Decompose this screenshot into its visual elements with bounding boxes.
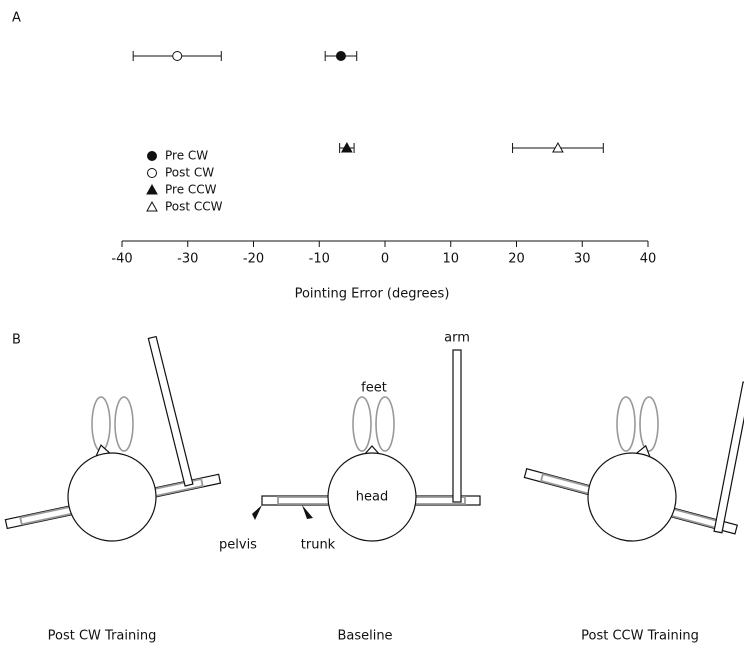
post-ccw-figure	[515, 382, 744, 568]
foot	[353, 397, 371, 451]
x-tick-label: -30	[177, 252, 198, 267]
figure: A B Pointing Error (degrees) arm feet he…	[0, 0, 744, 652]
x-tick-label: 30	[574, 252, 591, 267]
label: arm	[444, 331, 470, 346]
arm	[148, 337, 193, 486]
label: head	[356, 490, 388, 505]
label: trunk	[301, 538, 336, 553]
label: feet	[361, 381, 387, 396]
foot	[617, 397, 635, 451]
x-tick-label: 40	[640, 252, 657, 267]
x-tick-label: -10	[309, 252, 330, 267]
head	[578, 443, 686, 551]
caption: Baseline	[337, 629, 392, 644]
arm	[453, 350, 461, 502]
x-tick-label: -40	[111, 252, 132, 267]
post-cw-figure	[0, 337, 228, 563]
x-tick-label: 20	[508, 252, 525, 267]
body	[0, 422, 228, 562]
panel-label: A	[12, 11, 21, 26]
foot	[92, 397, 110, 451]
arrow	[302, 505, 313, 519]
legend-marker	[147, 185, 157, 194]
arrow	[252, 505, 262, 520]
arm	[714, 382, 744, 533]
x-tick-label: 10	[442, 252, 459, 267]
head	[60, 445, 164, 549]
label: pelvis	[219, 538, 257, 553]
foot	[640, 397, 658, 451]
foot	[115, 397, 133, 451]
legend-label: Post CCW	[165, 200, 223, 214]
legend-marker	[148, 152, 157, 161]
legend-label: Post CW	[165, 166, 214, 180]
legend-marker	[147, 202, 157, 211]
x-tick-label: 0	[381, 252, 389, 267]
legend-label: Pre CW	[165, 149, 208, 163]
x-tick-label: -20	[243, 252, 264, 267]
legend-marker	[148, 169, 157, 178]
caption: Post CW Training	[48, 629, 157, 644]
baseline-figure: arm feet head pelvis trunk	[219, 331, 480, 553]
legend-label: Pre CCW	[165, 183, 217, 197]
body	[515, 418, 744, 568]
marker	[173, 52, 182, 61]
caption: Post CCW Training	[581, 629, 699, 644]
x-axis-label: Pointing Error (degrees)	[295, 287, 450, 302]
panel-label: B	[12, 333, 21, 348]
marker	[336, 52, 345, 61]
foot	[376, 397, 394, 451]
